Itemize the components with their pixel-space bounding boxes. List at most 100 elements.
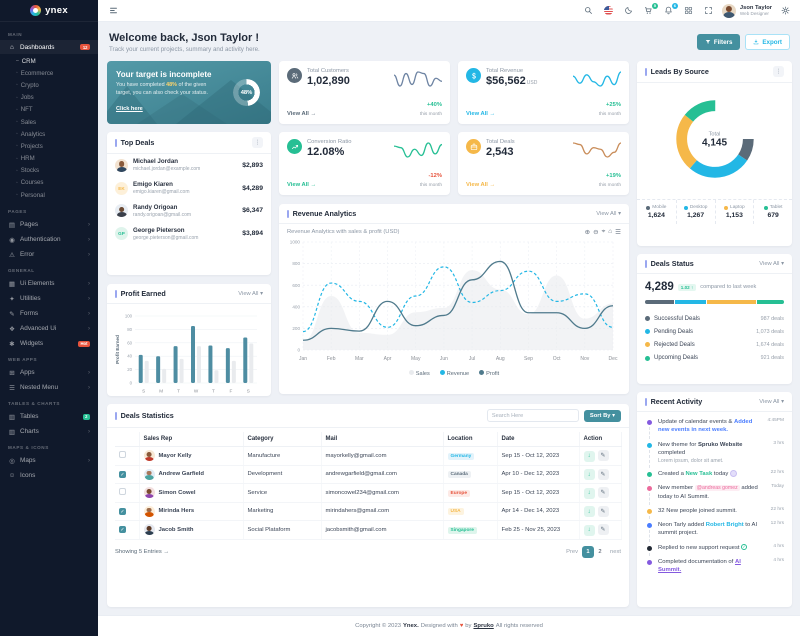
sidebar-item-dashboards[interactable]: ⌂ Dashboards 12 xyxy=(0,40,98,54)
home-icon[interactable]: ⌂ xyxy=(608,228,613,235)
edit-action-icon[interactable]: ✎ xyxy=(597,487,609,498)
deal-row-emigo-kiaren[interactable]: EK Emigo Kiaren emigo.kiaren@gmail.com $… xyxy=(107,177,271,200)
settings-gear-icon[interactable] xyxy=(778,4,792,18)
sidebar-item-sales[interactable]: ◦ Sales xyxy=(16,118,37,126)
sidebar-item-utilities[interactable]: ✦ Utilities › xyxy=(9,295,90,303)
edit-action-icon[interactable]: ✎ xyxy=(597,468,609,480)
sidebar-item-apps[interactable]: ⊞ Apps › xyxy=(9,369,90,377)
sidebar-item-forms[interactable]: ✎ Forms › xyxy=(9,310,90,318)
search-input[interactable] xyxy=(486,409,579,422)
status-item-successful-deals[interactable]: Successful Deals 987 deals xyxy=(645,312,784,325)
row-checkbox[interactable]: ✓ xyxy=(119,507,126,515)
activity-item[interactable]: Created a New Task today 22 hrs xyxy=(645,470,784,484)
table-row[interactable]: ✓ Jacob Smith Social Plataform jacobsmit… xyxy=(115,520,622,540)
download-action-icon[interactable]: ↓ xyxy=(583,469,595,480)
export-button[interactable]: Export xyxy=(745,34,790,50)
row-checkbox[interactable] xyxy=(119,451,126,459)
sidebar-item-nested-menu[interactable]: ☰ Nested Menu › xyxy=(9,384,90,392)
dark-mode-icon[interactable] xyxy=(622,4,636,18)
sidebar-item-maps[interactable]: ◎ Maps › xyxy=(9,457,90,465)
sidebar-item-nft[interactable]: ◦ NFT xyxy=(16,106,33,114)
view-all-dropdown[interactable]: View All ▾ xyxy=(596,210,621,217)
activity-item[interactable]: Completed documentation of AI Summit. 4 … xyxy=(645,558,784,581)
deal-row-george-pieterson[interactable]: GP George Pieterson george.pieterson@gma… xyxy=(107,222,271,245)
sidebar-item-charts[interactable]: ▥ Charts › xyxy=(8,428,90,436)
table-row[interactable]: ✓ Mirinda Hers Marketing mirindahers@gma… xyxy=(115,502,622,521)
legend-item[interactable]: Profit xyxy=(479,370,499,377)
sidebar-item-projects[interactable]: ◦ Projects xyxy=(16,142,43,150)
pagination-next[interactable]: next xyxy=(610,548,621,555)
sidebar-item-crypto[interactable]: ◦ Crypto xyxy=(16,81,39,89)
click-here-link[interactable]: Click here xyxy=(116,106,143,113)
apps-grid-icon[interactable] xyxy=(682,4,696,18)
sidebar-item-jobs[interactable]: ◦ Jobs xyxy=(16,94,34,102)
sidebar-item-analytics[interactable]: ◦ Analytics xyxy=(16,130,46,138)
sidebar-item-error[interactable]: ⚠ Error › xyxy=(9,251,90,259)
sidebar-item-hrm[interactable]: ◦ HRM xyxy=(16,155,35,163)
view-all-dropdown[interactable]: View All ▾ xyxy=(759,260,784,267)
activity-item[interactable]: Update of calendar events & Added new ev… xyxy=(645,418,784,441)
view-all-dropdown[interactable]: View All ▾ xyxy=(759,398,784,405)
view-all-dropdown[interactable]: View All ▾ xyxy=(238,290,263,297)
filters-button[interactable]: Filters xyxy=(696,34,741,50)
sidebar-item-tables[interactable]: ▥ Tables 2 xyxy=(0,409,98,424)
footer-designer-link[interactable]: Spruko xyxy=(473,623,494,629)
edit-action-icon[interactable]: ✎ xyxy=(597,505,609,517)
pagination-page-2[interactable]: 2 xyxy=(598,548,602,555)
fullscreen-icon[interactable] xyxy=(702,4,716,18)
sidebar-item-pages[interactable]: ▤ Pages › xyxy=(8,221,90,229)
activity-item[interactable]: Neon Tarly added Robert Bright to AI sum… xyxy=(645,521,784,544)
table-row[interactable]: Simon Cowel Service simoncowel234@gmail.… xyxy=(115,483,622,503)
more-options-icon[interactable]: ⋮ xyxy=(773,66,784,77)
sidebar-item-stocks[interactable]: ◦ Stocks xyxy=(16,167,40,175)
status-item-pending-deals[interactable]: Pending Deals 1,073 deals xyxy=(645,325,784,338)
sort-by-button[interactable]: Sort By ▾ xyxy=(583,409,621,422)
row-checkbox[interactable]: ✓ xyxy=(119,470,126,478)
status-item-rejected-deals[interactable]: Rejected Deals 1,674 deals xyxy=(645,338,784,351)
edit-action-icon[interactable]: ✎ xyxy=(597,450,609,461)
activity-item[interactable]: New theme for Spruko Website completed L… xyxy=(645,441,784,471)
language-flag-icon[interactable] xyxy=(602,4,616,18)
sidebar-item-crm[interactable]: – CRM xyxy=(16,57,36,65)
download-action-icon[interactable]: ↓ xyxy=(583,450,595,462)
zoom-in-icon[interactable]: ⊕ xyxy=(584,229,591,236)
menu-icon[interactable]: ☰ xyxy=(615,229,621,236)
sidebar-item-widgets[interactable]: ✱ Widgets Hot xyxy=(0,336,98,351)
sidebar-item-icons[interactable]: ☺ Icons xyxy=(8,471,36,479)
table-row[interactable]: ✓ Andrew Garfield Development andrewgarf… xyxy=(115,465,622,484)
more-options-icon[interactable]: ⋮ xyxy=(252,137,263,148)
selection-zoom-icon[interactable]: ⌖ xyxy=(601,228,606,235)
sidebar-item-authentication[interactable]: ◉ Authentication › xyxy=(9,236,90,244)
legend-item[interactable]: Revenue xyxy=(439,370,469,377)
menu-toggle-icon[interactable] xyxy=(106,4,120,18)
logo[interactable]: ynex xyxy=(0,0,98,22)
download-action-icon[interactable]: ↓ xyxy=(583,524,595,536)
download-action-icon[interactable]: ↓ xyxy=(583,487,595,499)
legend-item[interactable]: Sales xyxy=(408,370,430,377)
view-all-link[interactable]: View All → xyxy=(466,111,496,117)
view-all-link[interactable]: View All → xyxy=(466,182,496,188)
activity-item[interactable]: 32 New people joined summit. 22 hrs xyxy=(645,507,784,521)
view-all-link[interactable]: View All → xyxy=(287,111,317,117)
zoom-out-icon[interactable]: ⊖ xyxy=(593,229,599,236)
sidebar-item-courses[interactable]: ◦ Courses xyxy=(16,179,44,187)
download-action-icon[interactable]: ↓ xyxy=(583,506,595,517)
sidebar-item-ecommerce[interactable]: ◦ Ecommerce xyxy=(16,69,54,77)
pagination-prev[interactable]: Prev xyxy=(566,548,579,555)
row-checkbox[interactable]: ✓ xyxy=(119,526,126,534)
activity-item[interactable]: New member @andreas gomez added today to… xyxy=(645,484,784,507)
deal-row-michael-jordan[interactable]: Michael Jordan michael.jordan@example.co… xyxy=(107,154,271,177)
user-menu[interactable]: Json Taylor Web Designer xyxy=(721,3,772,18)
deal-row-randy-origoan[interactable]: Randy Origoan randy.origoan@gmail.com $6… xyxy=(107,200,271,223)
status-item-upcoming-deals[interactable]: Upcoming Deals 921 deals xyxy=(645,352,784,365)
cart-icon[interactable]: 5 xyxy=(642,2,658,18)
search-icon[interactable] xyxy=(582,4,596,18)
row-checkbox[interactable] xyxy=(119,488,126,496)
pagination-page-1[interactable]: 1 xyxy=(582,545,595,558)
sidebar-item-ui-elements[interactable]: ▦ Ui Elements › xyxy=(8,280,90,288)
notifications-bell-icon[interactable]: 6 xyxy=(662,2,678,18)
sidebar-item-advanced-ui[interactable]: ❖ Advanced Ui › xyxy=(9,325,90,333)
activity-item[interactable]: Replied to new support request ✓ 4 hrs xyxy=(645,544,784,558)
sidebar-item-personal[interactable]: ◦ Personal xyxy=(16,191,45,199)
edit-action-icon[interactable]: ✎ xyxy=(597,524,609,535)
